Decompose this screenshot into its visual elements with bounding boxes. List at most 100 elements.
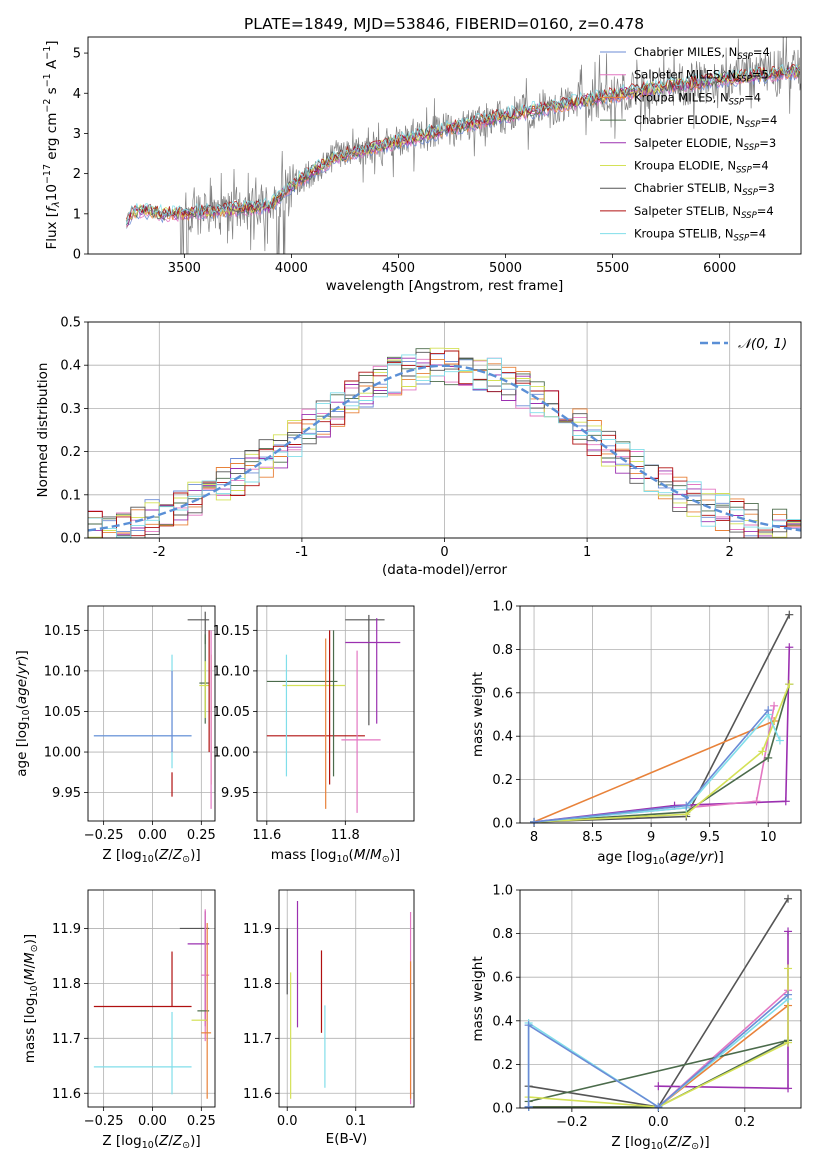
y-tick-label: 0.6 xyxy=(492,971,513,986)
legend-label: 𝒩(0, 1) xyxy=(738,336,787,352)
x-tick-label: 11.8 xyxy=(331,828,360,843)
series-marker xyxy=(784,990,793,999)
x-tick-label: 2 xyxy=(726,545,734,560)
histogram-data xyxy=(88,347,801,538)
series-line xyxy=(528,1039,789,1103)
figure-title: PLATE=1849, MJD=53846, FIBERID=0160, z=0… xyxy=(244,15,644,33)
y-axis-label: age [log10(age/yr)] xyxy=(14,650,32,776)
data-point xyxy=(93,951,192,1008)
x-tick-label: 10 xyxy=(760,830,777,845)
y-tick-label: 11.8 xyxy=(243,977,272,992)
y-tick-label: 1 xyxy=(73,207,81,222)
mass-vs-EBV-frame xyxy=(278,889,415,1108)
y-tick-label: 0.0 xyxy=(492,1102,513,1117)
y-tick-label: 10.00 xyxy=(44,746,81,761)
legend-label: Kroupa MILES, NSSP=4 xyxy=(634,90,761,107)
spectrum-legend: Chabrier MILES, NSSP=4 Salpeter MILES, NS… xyxy=(600,45,777,244)
y-tick-label: 3 xyxy=(73,127,81,142)
y-tick-label: 9.95 xyxy=(221,786,250,801)
x-tick-label: 0.25 xyxy=(187,1114,216,1129)
data-point xyxy=(345,614,385,726)
x-tick-label: 0.0 xyxy=(277,1114,298,1129)
x-tick-label: 11.6 xyxy=(252,828,281,843)
series-marker xyxy=(682,801,691,810)
age-vs-Z-frame xyxy=(87,605,216,822)
series-marker xyxy=(781,797,790,806)
x-tick-label: 0.2 xyxy=(734,1115,755,1130)
series-marker xyxy=(784,1038,793,1047)
x-tick-label: 1 xyxy=(583,545,591,560)
x-axis-label: Z [log10(Z/Z⊙)] xyxy=(611,1134,709,1152)
y-tick-label: 0.4 xyxy=(60,359,81,374)
legend-label: Chabrier MILES, NSSP=4 xyxy=(634,45,770,62)
x-tick-label: 8.5 xyxy=(582,830,603,845)
data-point xyxy=(199,634,210,724)
y-tick-label: 0 xyxy=(73,248,81,263)
x-tick-label: 8 xyxy=(530,830,538,845)
y-tick-label: 11.8 xyxy=(52,977,81,992)
y-tick-label: 0.3 xyxy=(60,402,81,417)
histogram-line xyxy=(88,357,801,538)
data-point xyxy=(266,630,365,785)
mass-vs-Z-axes: −0.25 0.00 0.25 11.6 11.7 11.8 11.9 xyxy=(52,890,216,1129)
weight-vs-age-frame xyxy=(519,605,802,824)
y-tick-label: 10.10 xyxy=(213,664,250,679)
x-axis-label: mass [log10(M/M⊙)] xyxy=(271,847,400,865)
legend-label: Chabrier ELODIE, NSSP=4 xyxy=(634,113,777,130)
spectrum-axes: 3500 4000 4500 5000 5500 6000 0 1 2 3 4 5 xyxy=(73,47,736,276)
series-line xyxy=(534,705,775,823)
data-point xyxy=(93,670,192,753)
y-tick-label: 4 xyxy=(73,87,81,102)
y-tick-label: 10.10 xyxy=(44,664,81,679)
x-tick-label: 0.0 xyxy=(648,1115,669,1130)
x-tick-label: -2 xyxy=(153,545,166,560)
age-vs-mass-points xyxy=(266,614,401,813)
series-marker xyxy=(764,706,773,715)
weight-vs-Z-series xyxy=(524,894,793,1111)
y-tick-label: 10.00 xyxy=(213,746,250,761)
y-tick-label: 0.2 xyxy=(492,773,513,788)
histogram-line xyxy=(88,353,801,538)
series-line xyxy=(527,993,789,1108)
series-marker xyxy=(654,1082,663,1091)
x-axis-label: age [log10(age/yr)] xyxy=(597,849,723,867)
weight-vs-age-series xyxy=(530,610,794,826)
series-marker xyxy=(770,701,779,710)
model-line xyxy=(126,68,801,226)
series-line xyxy=(658,931,789,1090)
y-tick-label: 0.8 xyxy=(492,643,513,658)
y-axis-label: mass [log10(M/M⊙)] xyxy=(22,934,40,1063)
x-tick-label: 4000 xyxy=(275,261,308,276)
age-vs-Z-points xyxy=(93,611,212,809)
data-point xyxy=(201,909,210,1042)
x-tick-label: 0.00 xyxy=(138,828,167,843)
y-tick-label: 1.0 xyxy=(492,884,513,899)
series-marker xyxy=(784,894,793,903)
y-tick-label: 2 xyxy=(73,167,81,182)
series-marker xyxy=(785,610,794,619)
x-tick-label: −0.2 xyxy=(556,1115,588,1130)
histogram-line xyxy=(88,348,801,538)
series-marker xyxy=(764,753,773,762)
age-vs-Z-axes: −0.25 0.00 0.25 9.95 10.00 10.05 10.10 10.15 xyxy=(44,606,216,843)
residual-hist-axes: -2 -1 0 1 2 0.0 0.1 0.2 0.3 0.4 0.5 xyxy=(60,316,801,560)
y-tick-label: 11.9 xyxy=(52,922,81,937)
legend-label: Kroupa STELIB, NSSP=4 xyxy=(634,227,766,244)
x-tick-label: 6000 xyxy=(703,261,736,276)
weight-vs-Z-axes: −0.2 0.0 0.2 0.0 0.2 0.4 0.6 0.8 1.0 xyxy=(492,884,801,1130)
x-tick-label: 0.25 xyxy=(187,828,216,843)
legend-label: Chabrier STELIB, NSSP=3 xyxy=(634,181,775,198)
data-point xyxy=(199,661,210,718)
x-axis-label: Z [log10(Z/Z⊙)] xyxy=(102,847,200,865)
legend-label: Kroupa ELODIE, NSSP=4 xyxy=(634,159,769,176)
mass-vs-Z-frame xyxy=(87,889,216,1108)
y-tick-label: 10.15 xyxy=(44,624,81,639)
y-axis-label: mass weight xyxy=(470,956,486,1041)
mass-vs-EBV-axes: 0.0 0.1 11.6 11.7 11.8 11.9 xyxy=(243,890,414,1129)
y-tick-label: 0.1 xyxy=(60,488,81,503)
y-axis-label: mass weight xyxy=(470,672,486,757)
series-marker xyxy=(775,736,784,745)
series-marker xyxy=(530,817,539,826)
y-tick-label: 0.2 xyxy=(60,445,81,460)
